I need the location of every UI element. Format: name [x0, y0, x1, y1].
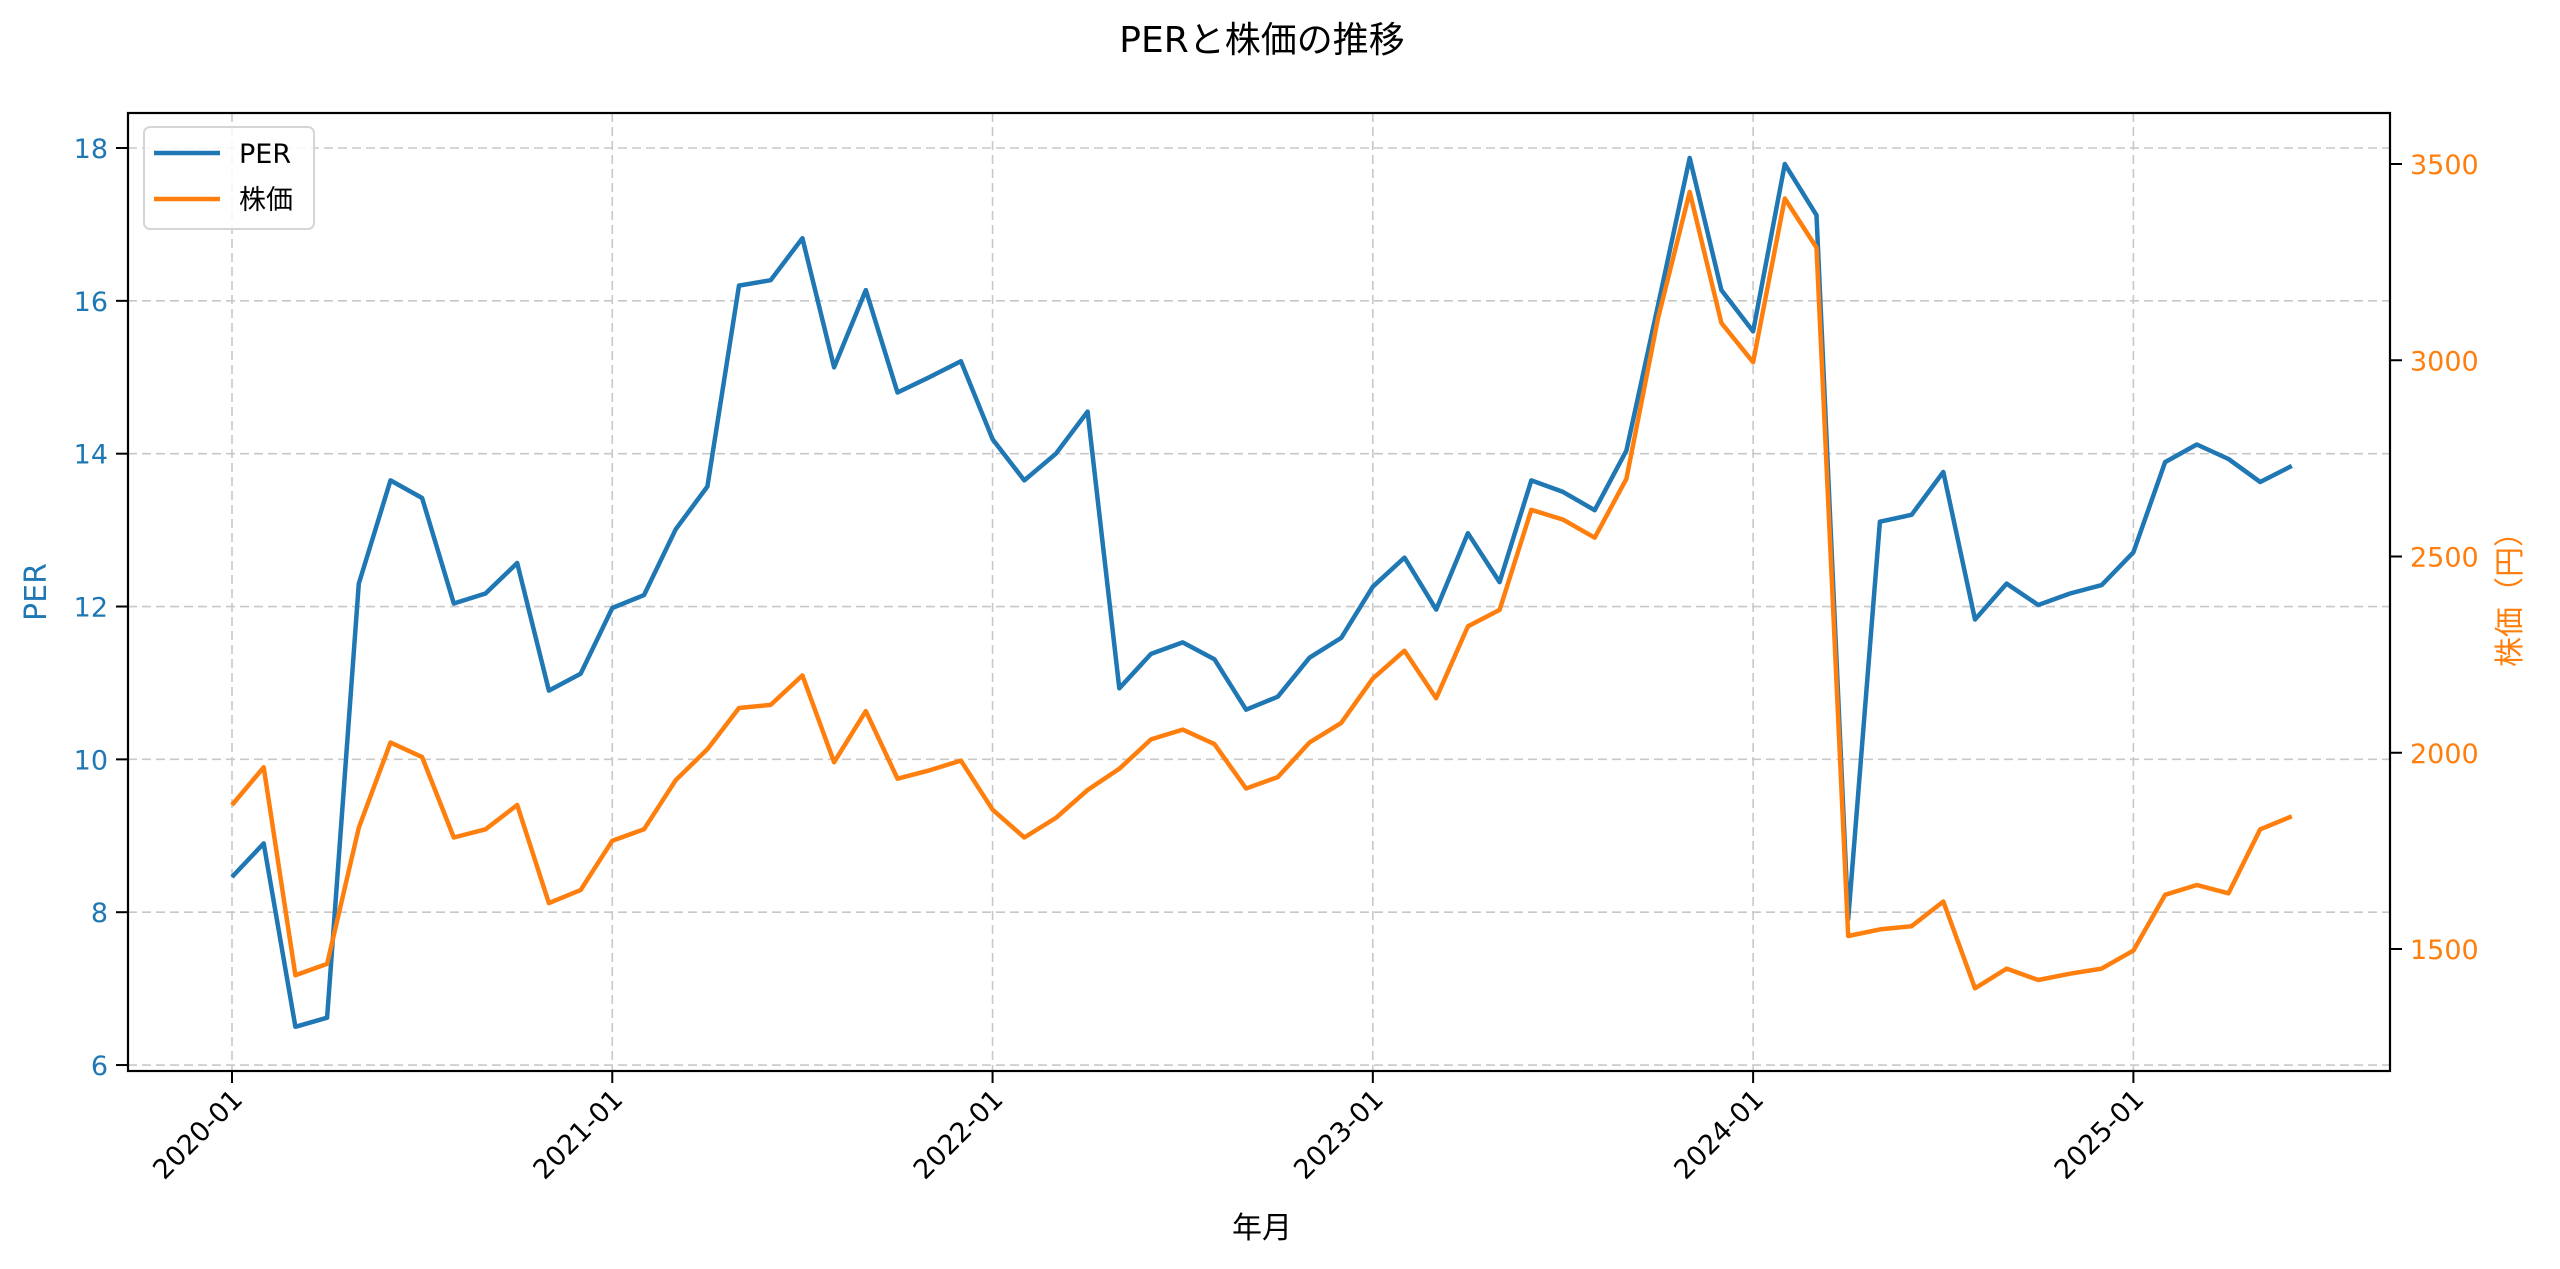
x-tick-label: 2023-01 — [1288, 1084, 1390, 1186]
x-axis-label: 年月 — [1232, 1211, 1292, 1246]
y-tick-label-right: 3500 — [2410, 150, 2479, 181]
legend-label-per: PER — [239, 139, 291, 170]
y-tick-label-left: 10 — [74, 745, 108, 776]
chart-title: PERと株価の推移 — [1119, 20, 1404, 61]
series-lines — [230, 155, 2293, 1030]
y-axis-label-right: 株価（円） — [2493, 517, 2528, 667]
y-tick-label-right: 2000 — [2410, 739, 2479, 770]
y-tick-label-left: 6 — [91, 1051, 108, 1082]
y-tick-label-left: 16 — [74, 287, 108, 318]
left-y-axis: 6 8 10 12 14 16 18 — [74, 134, 128, 1082]
x-tick-label: 2022-01 — [908, 1084, 1010, 1186]
y-tick-label-right: 2500 — [2410, 543, 2479, 574]
y-tick-label-left: 18 — [74, 134, 108, 165]
x-tick-label: 2021-01 — [528, 1084, 630, 1186]
right-y-axis: 1500 2000 2500 3000 3500 — [2390, 150, 2479, 966]
y-tick-label-left: 14 — [74, 440, 108, 471]
price-line — [230, 189, 2293, 991]
y-tick-label-left: 12 — [74, 593, 108, 624]
plot-frame — [126, 111, 2392, 1073]
x-tick-label: 2025-01 — [2049, 1084, 2151, 1186]
grid-lines — [128, 113, 2390, 1071]
legend: PER 株価 — [143, 126, 315, 230]
x-tick-label: 2020-01 — [147, 1084, 249, 1186]
x-tick-label: 2024-01 — [1668, 1084, 1770, 1186]
y-tick-label-right: 3000 — [2410, 346, 2479, 377]
y-tick-label-right: 1500 — [2410, 935, 2479, 966]
legend-label-price: 株価 — [239, 185, 293, 216]
y-tick-label-left: 8 — [91, 898, 108, 929]
y-axis-label-left: PER — [19, 563, 54, 621]
per-line — [230, 155, 2293, 1030]
x-axis: 2020-01 2021-01 2022-01 2023-01 2024-01 2025-… — [147, 1071, 2150, 1186]
